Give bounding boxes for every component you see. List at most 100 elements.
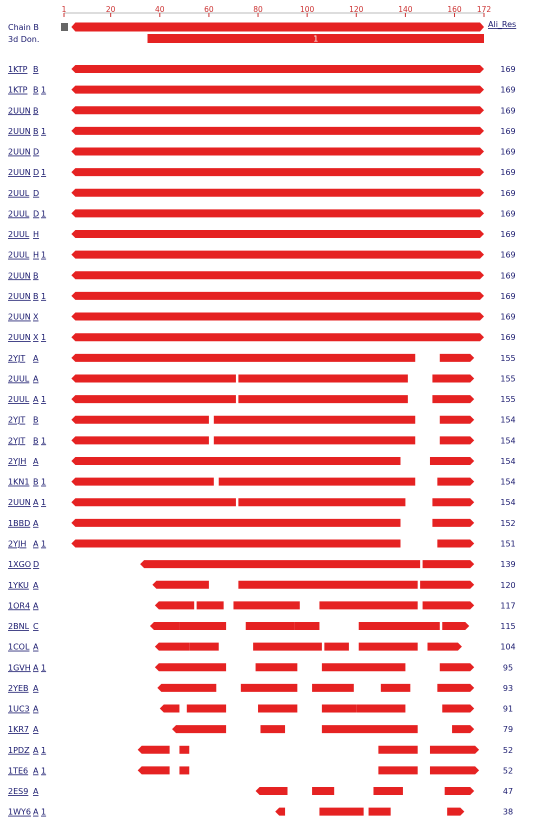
- pdb-link[interactable]: 2YEB: [8, 684, 29, 693]
- alignment-segment[interactable]: [378, 745, 418, 754]
- alignment-segment[interactable]: [444, 787, 475, 796]
- alignment-row[interactable]: 2YJH A 1 151: [8, 539, 516, 548]
- alignment-segment[interactable]: [356, 704, 406, 713]
- chain-link[interactable]: A: [33, 663, 39, 672]
- pdb-link[interactable]: 1KN1: [8, 478, 29, 487]
- chain-link[interactable]: A: [33, 787, 39, 796]
- alignment-segment[interactable]: [238, 374, 408, 383]
- alignment-row[interactable]: 1GVH A 1 95: [8, 663, 513, 672]
- chain-link[interactable]: A: [33, 766, 39, 775]
- pdb-link[interactable]: 2UUN: [8, 292, 31, 301]
- alignment-row[interactable]: 1KTP B 169: [8, 65, 516, 74]
- alignment-row[interactable]: 2UUL D 169: [8, 188, 516, 198]
- chain-link[interactable]: A: [33, 374, 39, 383]
- alignment-row[interactable]: 2ES9 A 47: [8, 787, 513, 796]
- alignment-row[interactable]: 2UUL H 169: [8, 230, 516, 239]
- alignment-row[interactable]: 2UUL H 1 169: [8, 250, 516, 260]
- pdb-link[interactable]: 2UUN: [8, 498, 31, 507]
- pdb-link[interactable]: 2UUL: [8, 395, 30, 404]
- alignment-row[interactable]: 2YJT A 155: [8, 353, 516, 363]
- alignment-row[interactable]: 2UUN B 169: [8, 271, 516, 280]
- alignment-segment[interactable]: [255, 787, 288, 796]
- alignment-row[interactable]: 1TE6 A 1 52: [8, 766, 513, 775]
- chain-link[interactable]: A: [33, 725, 39, 734]
- chain-link[interactable]: H: [33, 230, 39, 239]
- alignment-segment[interactable]: [429, 745, 480, 754]
- copy-link[interactable]: 1: [41, 86, 46, 95]
- alignment-segment[interactable]: [312, 683, 354, 692]
- pdb-link[interactable]: 1YKU: [8, 581, 29, 590]
- alignment-segment[interactable]: [152, 580, 209, 589]
- chain-link[interactable]: A: [33, 539, 39, 548]
- alignment-segment[interactable]: [452, 725, 475, 734]
- alignment-segment[interactable]: [422, 560, 475, 569]
- pdb-link[interactable]: 1KTP: [8, 65, 28, 74]
- alignment-segment[interactable]: [437, 683, 475, 692]
- pdb-link[interactable]: 2BNL: [8, 622, 30, 631]
- alignment-segment[interactable]: [71, 230, 485, 239]
- chain-link[interactable]: B: [33, 478, 39, 487]
- alignment-segment[interactable]: [179, 622, 227, 631]
- alignment-segment[interactable]: [240, 683, 298, 692]
- alignment-segment[interactable]: [71, 436, 209, 445]
- alignment-segment[interactable]: [432, 498, 475, 507]
- pdb-link[interactable]: 2YJT: [8, 416, 25, 425]
- copy-link[interactable]: 1: [41, 251, 46, 260]
- alignment-segment[interactable]: [137, 766, 170, 775]
- pdb-link[interactable]: 2UUN: [8, 271, 31, 280]
- pdb-link[interactable]: 1UC3: [8, 705, 30, 714]
- alignment-segment[interactable]: [154, 601, 195, 610]
- alignment-segment[interactable]: [71, 85, 485, 94]
- alignment-segment[interactable]: [447, 807, 465, 816]
- ali-res-header[interactable]: Ali_Res: [488, 20, 516, 29]
- copy-link[interactable]: 1: [41, 168, 46, 177]
- pdb-link[interactable]: 2YJH: [8, 539, 26, 548]
- pdb-link[interactable]: 2UUL: [8, 230, 30, 239]
- pdb-link[interactable]: 1PDZ: [8, 746, 30, 755]
- alignment-segment[interactable]: [137, 745, 170, 754]
- copy-link[interactable]: 1: [41, 663, 46, 672]
- copy-link[interactable]: 1: [41, 498, 46, 507]
- alignment-row[interactable]: 1KR7 A 79: [8, 725, 513, 734]
- alignment-segment[interactable]: [260, 725, 286, 734]
- copy-link[interactable]: 1: [41, 539, 46, 548]
- alignment-row[interactable]: 1YKU A 120: [8, 580, 516, 590]
- alignment-segment[interactable]: [149, 622, 180, 631]
- alignment-segment[interactable]: [71, 188, 485, 197]
- alignment-segment[interactable]: [71, 291, 485, 300]
- alignment-segment[interactable]: [238, 580, 418, 589]
- alignment-segment[interactable]: [157, 683, 217, 692]
- alignment-segment[interactable]: [427, 642, 462, 651]
- chain-link[interactable]: A: [33, 498, 39, 507]
- alignment-row[interactable]: 2UUN D 1 169: [8, 168, 516, 177]
- alignment-segment[interactable]: [71, 477, 214, 486]
- alignment-segment[interactable]: [179, 766, 190, 775]
- alignment-segment[interactable]: [71, 250, 485, 259]
- chain-link[interactable]: A: [33, 354, 39, 363]
- alignment-segment[interactable]: [358, 622, 440, 631]
- alignment-segment[interactable]: [439, 663, 475, 672]
- alignment-segment[interactable]: [378, 766, 418, 775]
- alignment-segment[interactable]: [253, 642, 322, 651]
- pdb-link[interactable]: 2UUN: [8, 148, 31, 157]
- alignment-segment[interactable]: [294, 622, 320, 631]
- alignment-segment[interactable]: [159, 704, 180, 713]
- alignment-segment[interactable]: [258, 704, 298, 713]
- alignment-segment[interactable]: [439, 353, 475, 362]
- copy-link[interactable]: 1: [41, 395, 46, 404]
- pdb-link[interactable]: 1BBD: [8, 519, 30, 528]
- alignment-segment[interactable]: [255, 663, 298, 672]
- pdb-link[interactable]: 1COL: [8, 643, 30, 652]
- alignment-segment[interactable]: [213, 415, 416, 424]
- alignment-row[interactable]: 2UUN X 1 169: [8, 333, 516, 342]
- alignment-segment[interactable]: [429, 766, 480, 775]
- alignment-segment[interactable]: [439, 415, 475, 424]
- alignment-segment[interactable]: [437, 477, 475, 486]
- alignment-segment[interactable]: [71, 126, 485, 135]
- chain-link[interactable]: A: [33, 643, 39, 652]
- alignment-segment[interactable]: [71, 456, 401, 465]
- alignment-segment[interactable]: [275, 807, 286, 816]
- copy-link[interactable]: 1: [41, 333, 46, 342]
- chain-link[interactable]: C: [33, 622, 39, 631]
- chain-link[interactable]: B: [33, 271, 39, 280]
